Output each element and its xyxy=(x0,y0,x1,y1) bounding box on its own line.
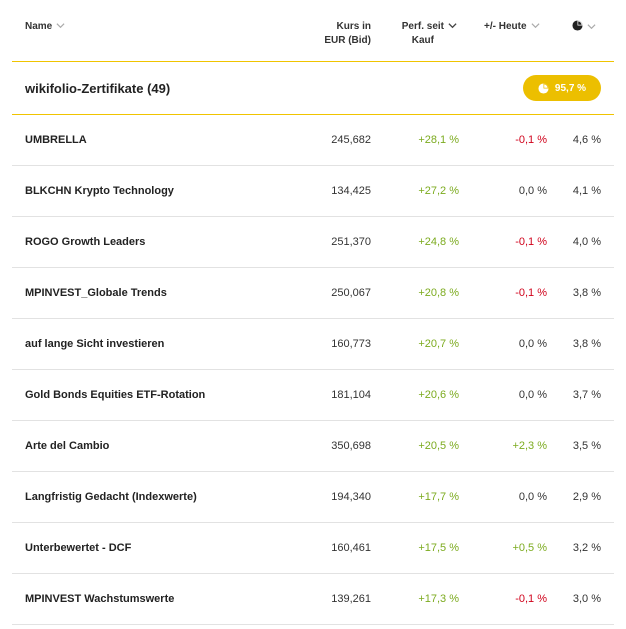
row-performance: +17,3 % xyxy=(418,593,459,605)
table-row[interactable]: Arte del Cambio 350,698 +20,5 % +2,3 % 3… xyxy=(12,421,614,472)
column-perf-label-1: Perf. seit xyxy=(401,21,444,32)
pie-chart-icon xyxy=(572,20,583,31)
row-share: 4,6 % xyxy=(572,134,601,146)
allocation-value: 95,7 % xyxy=(554,82,587,94)
table-row[interactable]: MPINVEST Wachstumswerte 139,261 +17,3 % … xyxy=(12,574,614,625)
row-share: 3,5 % xyxy=(572,440,601,452)
column-heute-label: +/- Heute xyxy=(484,21,527,32)
column-kurs-label-1: Kurs in xyxy=(336,21,371,32)
row-share: 3,2 % xyxy=(572,542,601,554)
chevron-down-icon xyxy=(531,21,540,30)
chevron-down-icon xyxy=(448,21,457,30)
group-title: wikifolio-Zertifikate (49) xyxy=(25,81,171,96)
table-body: UMBRELLA 245,682 +28,1 % -0,1 % 4,6 % BL… xyxy=(12,115,614,625)
sort-by-today[interactable]: +/- Heute xyxy=(484,20,540,34)
row-performance: +20,6 % xyxy=(418,389,459,401)
group-header[interactable]: wikifolio-Zertifikate (49) 95,7 % xyxy=(12,62,614,115)
chevron-down-icon xyxy=(587,22,596,31)
row-kurs: 139,261 xyxy=(331,593,371,605)
row-kurs: 134,425 xyxy=(331,185,371,197)
portfolio-table: Name Kurs in EUR (Bid) Perf. seit Kauf +… xyxy=(12,0,614,625)
row-name: Arte del Cambio xyxy=(25,440,110,452)
row-share: 2,9 % xyxy=(572,491,601,503)
row-kurs: 250,067 xyxy=(331,287,371,299)
row-today: +2,3 % xyxy=(512,440,547,452)
row-name: Unterbewertet - DCF xyxy=(25,542,132,554)
sort-by-kurs[interactable]: Kurs in EUR (Bid) xyxy=(324,20,371,48)
sort-by-performance[interactable]: Perf. seit Kauf xyxy=(402,20,457,48)
table-row[interactable]: Gold Bonds Equities ETF-Rotation 181,104… xyxy=(12,370,614,421)
row-name: UMBRELLA xyxy=(25,134,87,146)
row-name: BLKCHN Krypto Technology xyxy=(25,185,174,197)
row-kurs: 245,682 xyxy=(331,134,371,146)
allocation-badge[interactable]: 95,7 % xyxy=(523,75,601,101)
row-performance: +20,8 % xyxy=(418,287,459,299)
pie-chart-icon xyxy=(538,82,549,94)
chevron-down-icon xyxy=(56,21,65,30)
row-share: 4,0 % xyxy=(572,236,601,248)
row-name: auf lange Sicht investieren xyxy=(25,338,165,350)
table-row[interactable]: Unterbewertet - DCF 160,461 +17,5 % +0,5… xyxy=(12,523,614,574)
row-today: -0,1 % xyxy=(515,593,547,605)
table-header: Name Kurs in EUR (Bid) Perf. seit Kauf +… xyxy=(12,0,614,62)
sort-by-share[interactable] xyxy=(572,20,596,31)
table-row[interactable]: MPINVEST_Globale Trends 250,067 +20,8 % … xyxy=(12,268,614,319)
row-name: Langfristig Gedacht (Indexwerte) xyxy=(25,491,197,503)
row-today: 0,0 % xyxy=(518,389,547,401)
row-share: 4,1 % xyxy=(572,185,601,197)
table-row[interactable]: Langfristig Gedacht (Indexwerte) 194,340… xyxy=(12,472,614,523)
row-today: -0,1 % xyxy=(515,134,547,146)
row-kurs: 350,698 xyxy=(331,440,371,452)
row-today: 0,0 % xyxy=(518,185,547,197)
row-kurs: 160,773 xyxy=(331,338,371,350)
sort-by-name[interactable]: Name xyxy=(25,20,65,34)
row-today: 0,0 % xyxy=(518,338,547,350)
column-kurs-label-2: EUR (Bid) xyxy=(324,35,371,46)
row-share: 3,0 % xyxy=(572,593,601,605)
row-performance: +24,8 % xyxy=(418,236,459,248)
row-kurs: 194,340 xyxy=(331,491,371,503)
row-name: MPINVEST Wachstumswerte xyxy=(25,593,175,605)
row-kurs: 160,461 xyxy=(331,542,371,554)
row-name: Gold Bonds Equities ETF-Rotation xyxy=(25,389,206,401)
row-share: 3,7 % xyxy=(572,389,601,401)
row-today: -0,1 % xyxy=(515,236,547,248)
row-performance: +20,5 % xyxy=(418,440,459,452)
row-performance: +20,7 % xyxy=(418,338,459,350)
row-name: ROGO Growth Leaders xyxy=(25,236,146,248)
row-share: 3,8 % xyxy=(572,287,601,299)
row-today: 0,0 % xyxy=(518,491,547,503)
row-performance: +28,1 % xyxy=(418,134,459,146)
row-share: 3,8 % xyxy=(572,338,601,350)
row-name: MPINVEST_Globale Trends xyxy=(25,287,167,299)
row-kurs: 251,370 xyxy=(331,236,371,248)
table-row[interactable]: BLKCHN Krypto Technology 134,425 +27,2 %… xyxy=(12,166,614,217)
table-row[interactable]: UMBRELLA 245,682 +28,1 % -0,1 % 4,6 % xyxy=(12,115,614,166)
row-today: +0,5 % xyxy=(512,542,547,554)
row-kurs: 181,104 xyxy=(331,389,371,401)
row-performance: +27,2 % xyxy=(418,185,459,197)
row-today: -0,1 % xyxy=(515,287,547,299)
row-performance: +17,5 % xyxy=(418,542,459,554)
column-name-label: Name xyxy=(25,21,53,32)
row-performance: +17,7 % xyxy=(418,491,459,503)
column-perf-label-2: Kauf xyxy=(411,35,434,46)
table-row[interactable]: ROGO Growth Leaders 251,370 +24,8 % -0,1… xyxy=(12,217,614,268)
table-row[interactable]: auf lange Sicht investieren 160,773 +20,… xyxy=(12,319,614,370)
